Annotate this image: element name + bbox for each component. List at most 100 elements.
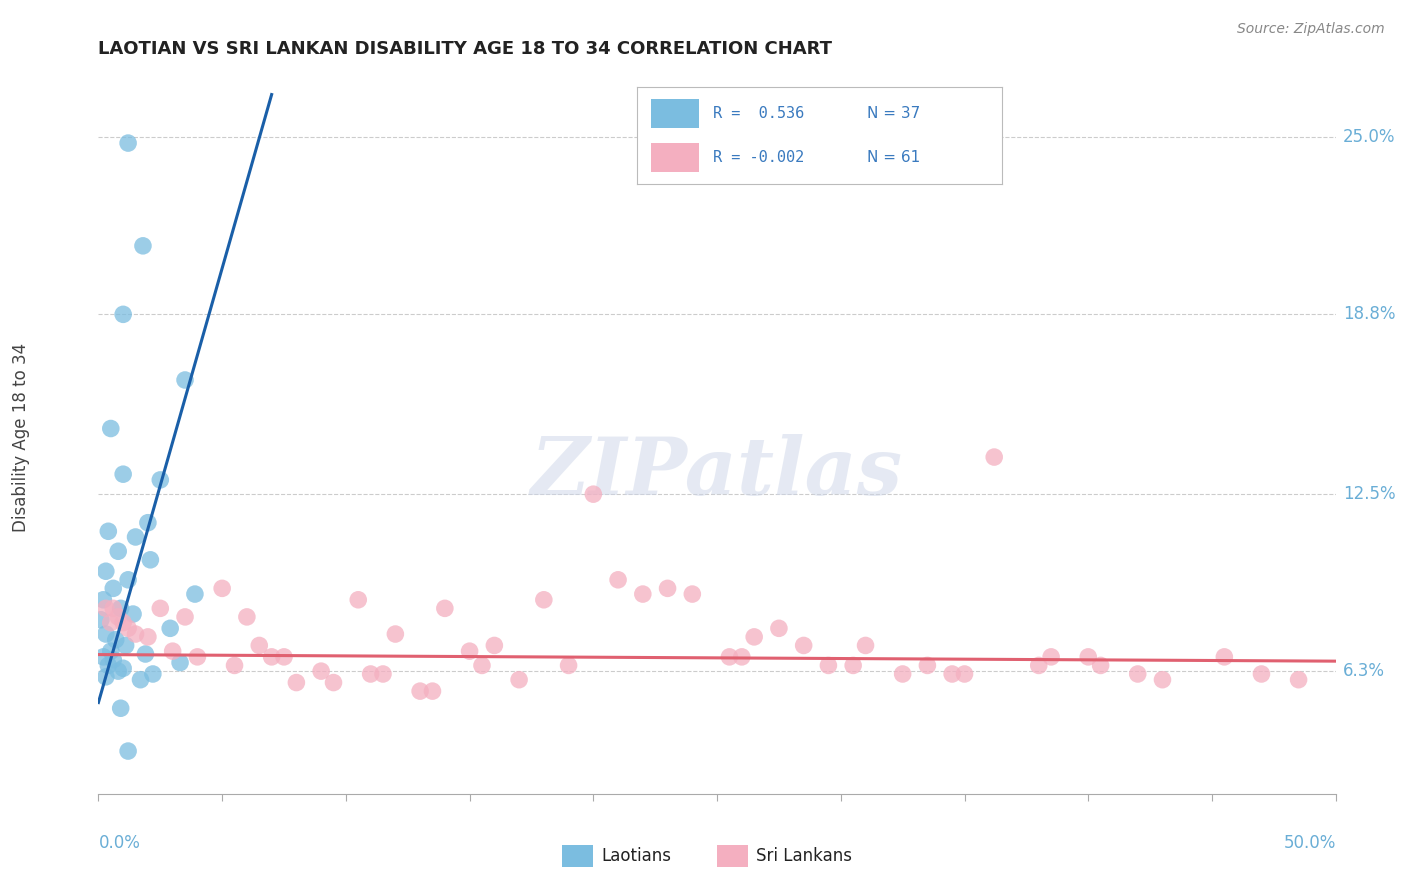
Point [855, 639, 877, 653]
Point [107, 610, 129, 624]
Point [433, 601, 456, 615]
Point [112, 661, 135, 675]
Point [136, 630, 159, 644]
Point [112, 307, 135, 321]
Point [731, 649, 754, 664]
Text: Sri Lankans: Sri Lankans [756, 847, 852, 865]
Point [236, 610, 259, 624]
Point [309, 664, 332, 678]
Point [681, 587, 703, 601]
Point [384, 627, 406, 641]
Point [107, 664, 129, 678]
Text: ZIPatlas: ZIPatlas [531, 434, 903, 511]
Point [169, 656, 191, 670]
Point [1152, 673, 1174, 687]
Point [112, 615, 135, 630]
Point [371, 667, 394, 681]
Point [1040, 649, 1063, 664]
Point [97, 524, 120, 539]
Point [103, 601, 125, 615]
Point [273, 649, 295, 664]
Point [117, 744, 139, 758]
Point [247, 639, 270, 653]
Point [112, 467, 135, 482]
Point [1028, 658, 1050, 673]
Point [458, 644, 481, 658]
Point [129, 673, 152, 687]
Point [97, 658, 120, 673]
Point [110, 601, 132, 615]
Text: Source: ZipAtlas.com: Source: ZipAtlas.com [1237, 22, 1385, 37]
Point [224, 658, 246, 673]
Point [100, 644, 122, 658]
Point [117, 573, 139, 587]
Point [104, 632, 127, 647]
Point [1213, 649, 1236, 664]
Point [94, 564, 117, 578]
Point [742, 630, 765, 644]
Point [159, 621, 181, 635]
Point [718, 649, 741, 664]
Point [174, 610, 197, 624]
Point [260, 649, 283, 664]
Point [149, 473, 172, 487]
Point [117, 136, 139, 150]
Point [607, 573, 630, 587]
Point [90, 613, 112, 627]
Point [174, 373, 197, 387]
Point [117, 621, 139, 635]
Point [657, 582, 679, 596]
Point [409, 684, 432, 698]
Point [941, 667, 963, 681]
Text: 25.0%: 25.0% [1343, 128, 1395, 146]
Point [484, 639, 506, 653]
Point [768, 621, 790, 635]
Point [100, 615, 122, 630]
Point [149, 601, 172, 615]
Point [139, 553, 162, 567]
Point [1077, 649, 1099, 664]
Point [110, 701, 132, 715]
Point [508, 673, 530, 687]
Point [1126, 667, 1149, 681]
Text: 18.8%: 18.8% [1343, 305, 1395, 323]
Point [184, 587, 207, 601]
Point [142, 667, 165, 681]
Point [817, 658, 839, 673]
Text: 12.5%: 12.5% [1343, 485, 1395, 503]
Point [422, 684, 444, 698]
Text: 0.0%: 0.0% [98, 834, 141, 852]
Point [1250, 667, 1272, 681]
Point [917, 658, 939, 673]
Point [103, 653, 125, 667]
Point [953, 667, 976, 681]
Text: LAOTIAN VS SRI LANKAN DISABILITY AGE 18 TO 34 CORRELATION CHART: LAOTIAN VS SRI LANKAN DISABILITY AGE 18 … [98, 40, 832, 58]
Point [136, 516, 159, 530]
Point [94, 601, 117, 615]
Point [211, 582, 233, 596]
Point [122, 607, 145, 621]
Point [322, 675, 344, 690]
Point [347, 592, 370, 607]
Text: Disability Age 18 to 34: Disability Age 18 to 34 [13, 343, 30, 532]
Point [94, 627, 117, 641]
Point [1090, 658, 1112, 673]
Point [983, 450, 1005, 464]
Point [124, 627, 146, 641]
Point [1288, 673, 1310, 687]
Point [93, 649, 115, 664]
Point [557, 658, 579, 673]
Point [124, 530, 146, 544]
Point [360, 667, 382, 681]
Point [132, 239, 155, 253]
Text: Laotians: Laotians [602, 847, 672, 865]
Point [94, 670, 117, 684]
Point [631, 587, 654, 601]
Text: 50.0%: 50.0% [1284, 834, 1336, 852]
Text: 6.3%: 6.3% [1343, 662, 1385, 680]
Point [793, 639, 815, 653]
Point [842, 658, 865, 673]
Point [471, 658, 494, 673]
Point [107, 544, 129, 558]
Point [93, 592, 115, 607]
